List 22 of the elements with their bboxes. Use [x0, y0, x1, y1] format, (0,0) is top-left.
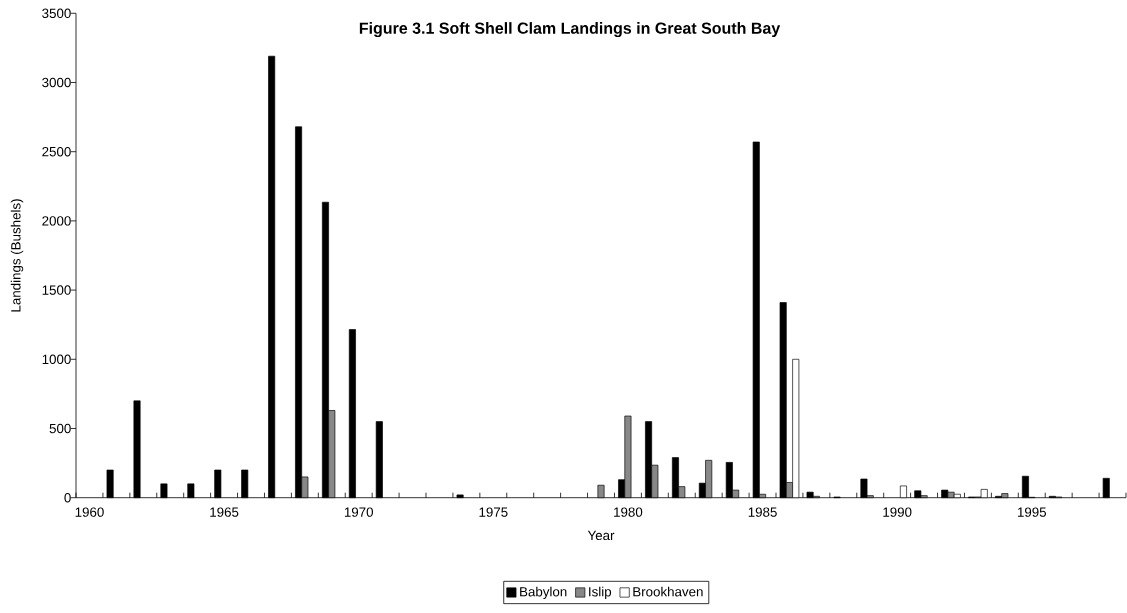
- y-tick-label: 3500: [42, 8, 71, 19]
- y-tick-label: 500: [49, 423, 71, 434]
- text: Figure 3.1 Soft Shell Clam Landings in Great South Bay: [359, 22, 781, 38]
- y-tick-label: 2500: [42, 146, 71, 157]
- legend-label: Islip: [589, 586, 612, 600]
- x-tick-label: 1985: [748, 507, 777, 517]
- x-axis-title: Year: [587, 530, 615, 541]
- x-tick-label: 1960: [75, 507, 104, 517]
- x-tick-label: 1965: [210, 507, 239, 517]
- x-tick-label: 1970: [344, 507, 374, 517]
- legend-label: Brookhaven: [633, 586, 703, 597]
- y-tick-label: 2000: [42, 216, 71, 226]
- y-axis-title: Landings (Bushels): [10, 199, 24, 312]
- x-tick-label: 1980: [614, 507, 643, 517]
- x-tick-label: 1975: [479, 507, 508, 517]
- legend-label: Babylon: [520, 586, 567, 600]
- y-tick-label: 0: [64, 492, 71, 503]
- y-tick-label: 1000: [42, 354, 71, 364]
- x-tick-label: 1995: [1017, 507, 1047, 517]
- y-tick-label: 3000: [42, 77, 71, 88]
- y-tick-label: 1500: [42, 285, 71, 295]
- x-tick-label: 1990: [883, 507, 912, 517]
